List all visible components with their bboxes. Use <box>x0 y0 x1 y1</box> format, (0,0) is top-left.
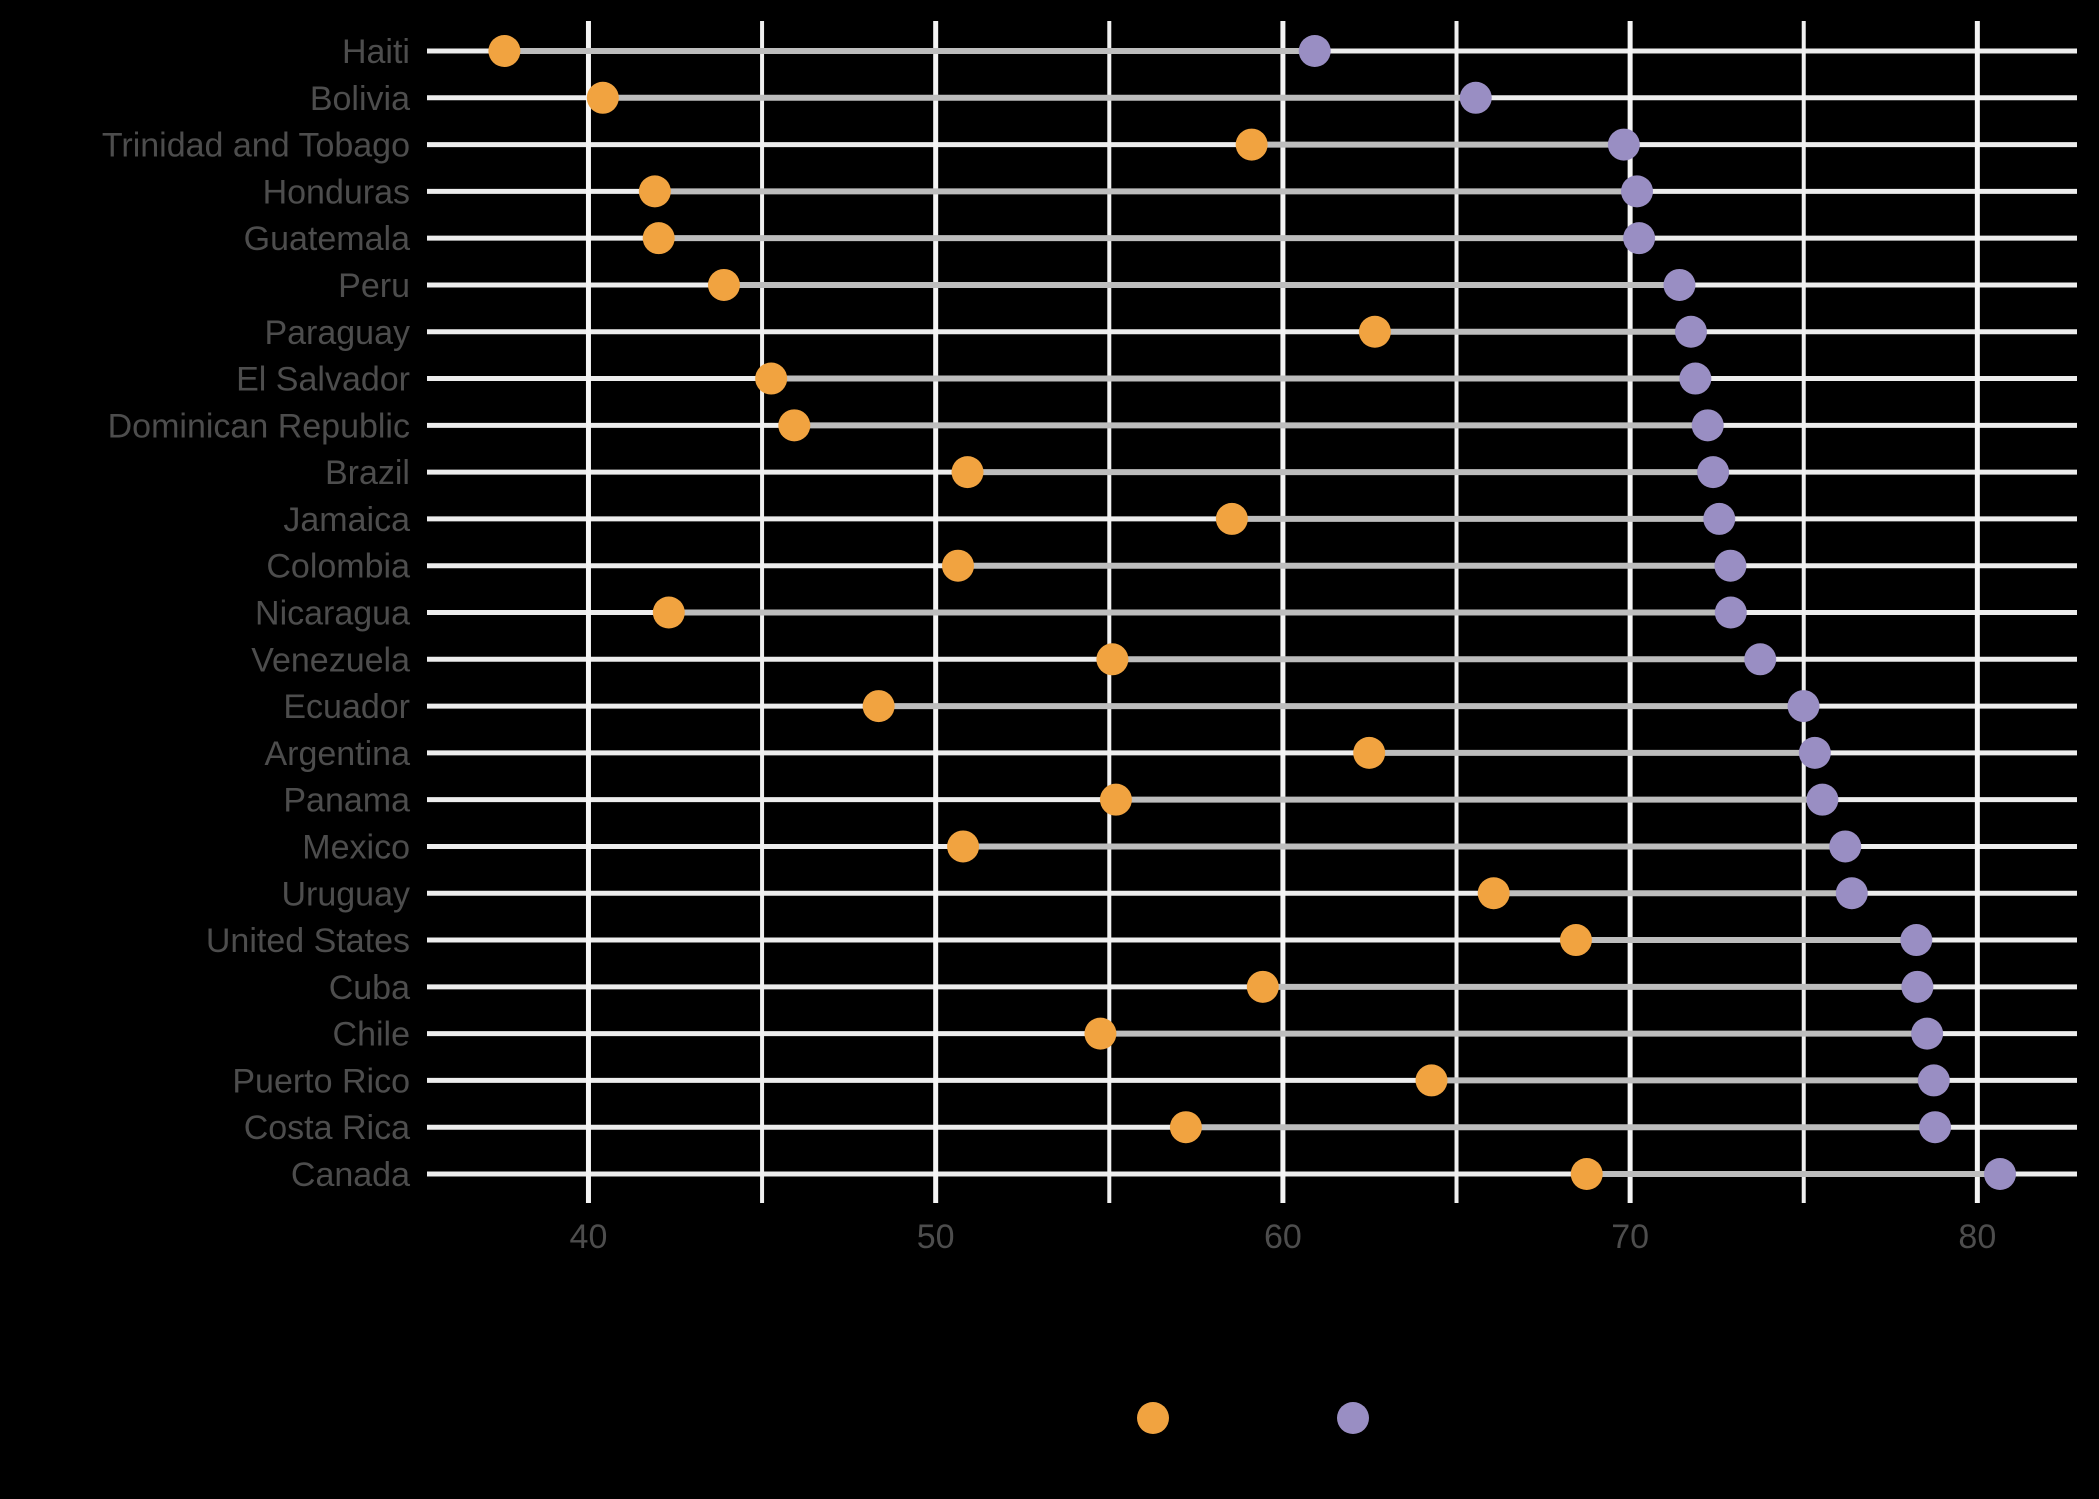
y-axis-label: United States <box>206 922 410 960</box>
dot-series-orange <box>1235 128 1268 161</box>
y-axis-label: El Salvador <box>236 361 410 399</box>
dot-series-orange <box>942 549 975 582</box>
dot-series-orange <box>862 690 895 723</box>
y-axis-label: Panama <box>283 782 410 820</box>
x-axis-tick-label: 50 <box>917 1218 955 1256</box>
dot-series-purple <box>1835 877 1868 910</box>
dot-series-orange <box>586 81 619 114</box>
dot-series-orange <box>1099 783 1132 816</box>
y-axis-label: Ecuador <box>283 688 410 726</box>
dot-series-orange <box>755 362 788 395</box>
y-axis-label: Haiti <box>342 33 410 71</box>
dot-series-orange <box>642 222 675 255</box>
dot-series-purple <box>1919 1111 1952 1144</box>
x-axis-tick-label: 60 <box>1264 1218 1302 1256</box>
dot-series-purple <box>1298 35 1331 67</box>
dot-series-orange <box>951 456 984 489</box>
y-axis-label: Bolivia <box>310 80 410 118</box>
y-axis-label: Costa Rica <box>244 1109 410 1147</box>
dot-series-orange <box>1358 315 1391 348</box>
legend-swatch-orange <box>1137 1402 1169 1434</box>
y-axis-label: Nicaragua <box>255 595 410 633</box>
series-purple-dots-group <box>1298 35 2017 1190</box>
dot-series-purple <box>1984 1158 2017 1190</box>
series-orange-dots-group <box>488 35 1603 1190</box>
dot-series-orange <box>707 268 740 301</box>
y-axis-label: Canada <box>291 1156 410 1194</box>
dot-series-orange <box>778 409 811 442</box>
dot-series-orange <box>638 175 671 208</box>
dot-series-purple <box>1663 268 1696 301</box>
y-axis-label: Guatemala <box>244 220 410 258</box>
dot-series-purple <box>1714 549 1747 582</box>
x-axis-tick-label: 70 <box>1611 1218 1649 1256</box>
x-axis-labels-group: 40 50 60 70 80 <box>570 1218 1997 1256</box>
y-axis-label: Mexico <box>302 828 410 866</box>
dot-series-purple <box>1829 830 1862 863</box>
dot-series-orange <box>1415 1064 1448 1097</box>
dot-series-orange <box>1559 924 1592 957</box>
dot-series-purple <box>1674 315 1707 348</box>
y-axis-label: Honduras <box>263 173 410 211</box>
dot-series-orange <box>1215 502 1248 535</box>
dot-series-orange <box>1477 877 1510 910</box>
y-axis-label: Uruguay <box>281 875 410 913</box>
y-axis-labels-group: Haiti Bolivia Trinidad and Tobago Honduras G… <box>102 33 410 1194</box>
dot-series-purple <box>1459 81 1492 114</box>
dot-series-purple <box>1623 222 1656 255</box>
y-axis-label: Jamaica <box>283 501 410 539</box>
legend <box>1137 1402 1369 1434</box>
dumbbell-connectors-group <box>504 48 2001 1177</box>
dot-series-orange <box>1096 643 1129 676</box>
dot-series-purple <box>1787 690 1820 723</box>
y-axis-label: Dominican Republic <box>108 407 410 445</box>
x-axis-tick-label: 80 <box>1958 1218 1996 1256</box>
dot-series-purple <box>1691 409 1724 442</box>
y-axis-label: Puerto Rico <box>232 1062 410 1100</box>
dot-series-purple <box>1621 175 1653 208</box>
y-axis-label: Cuba <box>329 969 410 1007</box>
dot-series-purple <box>1744 643 1777 676</box>
dot-series-purple <box>1714 596 1747 629</box>
dot-series-orange <box>1084 1017 1117 1050</box>
dot-series-purple <box>1703 502 1736 535</box>
y-axis-label: Trinidad and Tobago <box>102 127 410 165</box>
dot-series-orange <box>488 35 521 67</box>
x-axis-tick-label: 40 <box>570 1218 608 1256</box>
legend-swatch-purple <box>1337 1402 1369 1434</box>
dot-series-purple <box>1806 783 1839 816</box>
y-axis-label: Paraguay <box>264 314 410 352</box>
dot-series-purple <box>1917 1064 1950 1097</box>
dot-series-purple <box>1679 362 1712 395</box>
dot-series-purple <box>1607 128 1640 161</box>
dot-series-orange <box>1169 1111 1202 1144</box>
dot-series-purple <box>1697 456 1730 489</box>
y-axis-label: Colombia <box>266 548 410 586</box>
dot-series-orange <box>1246 970 1279 1003</box>
dot-series-orange <box>652 596 685 629</box>
dot-series-orange <box>1353 736 1386 769</box>
y-axis-label: Peru <box>338 267 410 305</box>
y-axis-label: Argentina <box>264 735 410 773</box>
dot-series-orange <box>947 830 980 863</box>
y-axis-label: Venezuela <box>251 641 410 679</box>
dot-series-purple <box>1901 970 1934 1003</box>
dot-series-purple <box>1911 1017 1944 1050</box>
y-axis-label: Brazil <box>325 454 410 492</box>
dot-series-purple <box>1900 924 1933 957</box>
dot-series-orange <box>1570 1158 1603 1190</box>
y-axis-label: Chile <box>333 1016 410 1054</box>
dot-series-purple <box>1798 736 1831 769</box>
